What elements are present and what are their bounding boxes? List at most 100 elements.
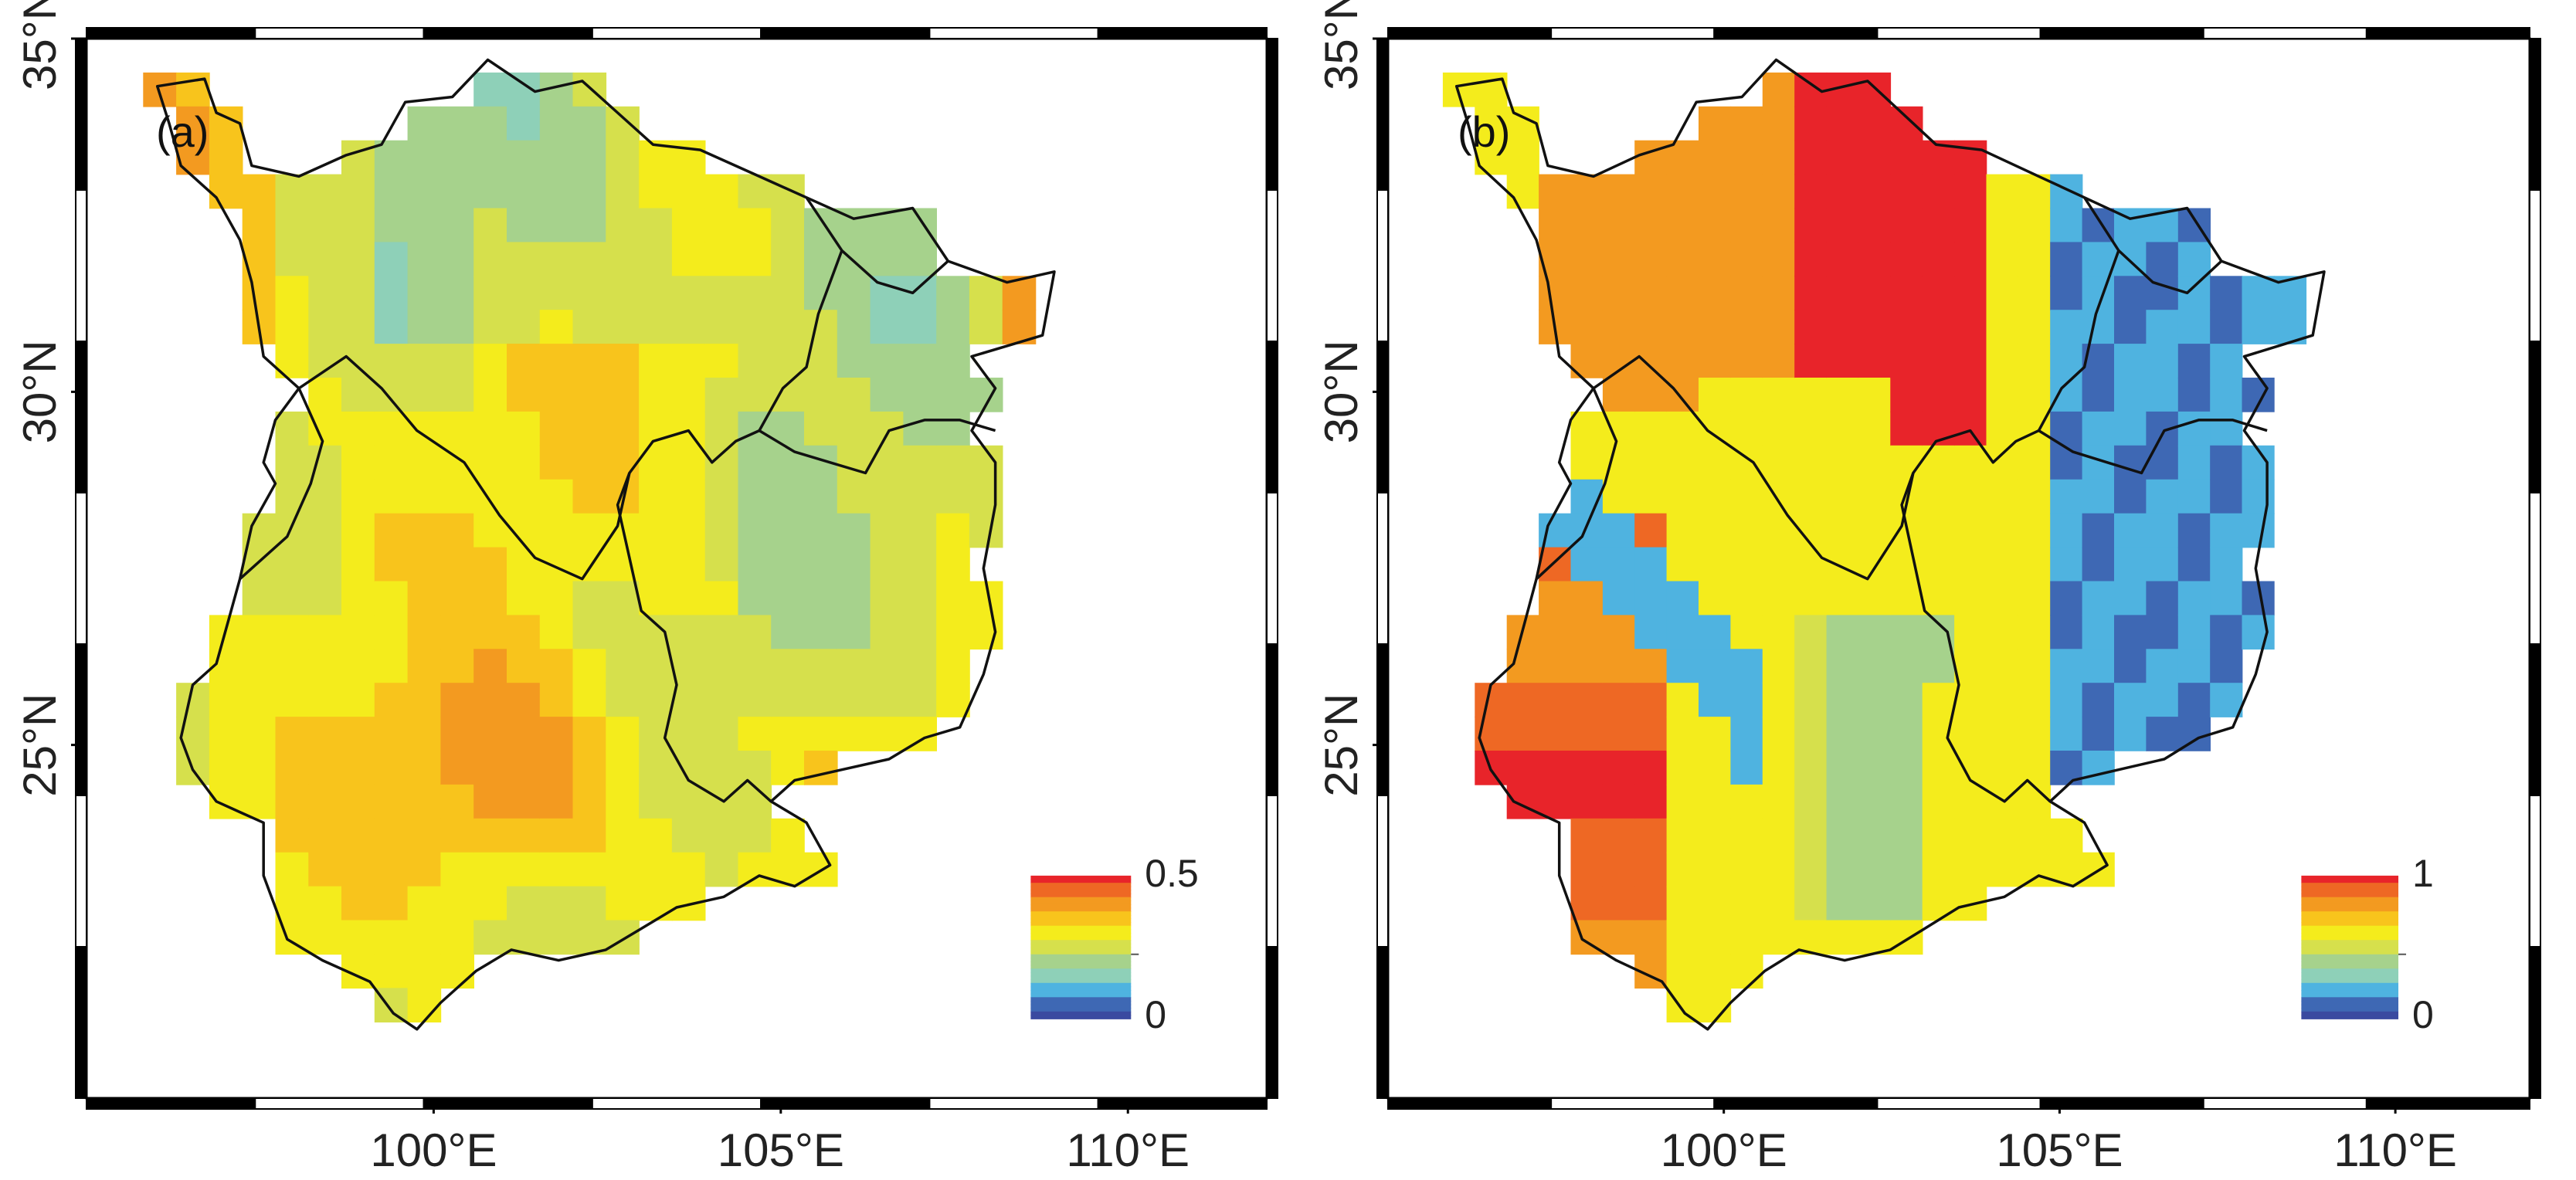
raster-cell xyxy=(572,513,607,548)
raster-cell xyxy=(870,445,904,480)
raster-cell xyxy=(1954,310,1987,344)
raster-cell xyxy=(2210,344,2243,378)
raster-cell xyxy=(704,242,739,277)
raster-cell xyxy=(2114,411,2147,446)
raster-cell xyxy=(1986,479,2019,514)
raster-cell xyxy=(2082,242,2115,277)
raster-cell xyxy=(440,208,474,243)
raster-cell xyxy=(639,445,673,480)
raster-cell xyxy=(572,106,607,141)
raster-cell xyxy=(275,818,310,853)
raster-cell xyxy=(837,445,871,480)
raster-cell xyxy=(539,784,574,819)
raster-cell xyxy=(308,344,342,378)
raster-cell xyxy=(771,479,805,514)
raster-cell xyxy=(639,242,673,277)
raster-cell xyxy=(1922,445,1955,480)
raster-cell xyxy=(2210,615,2243,650)
raster-cell xyxy=(1666,276,1699,310)
raster-cell xyxy=(1986,818,2019,853)
raster-cell xyxy=(341,174,375,209)
colorbar-max-label: 1 xyxy=(2412,852,2434,895)
frame-segment xyxy=(2529,795,2541,948)
raster-cell xyxy=(308,208,342,243)
raster-cell xyxy=(1986,378,2019,412)
raster-cell xyxy=(1539,276,1572,310)
raster-cell xyxy=(1762,547,1795,582)
raster-cell xyxy=(407,106,442,141)
raster-cell xyxy=(1890,920,1923,955)
raster-cell xyxy=(1922,242,1955,277)
raster-cell xyxy=(440,649,474,683)
raster-cell xyxy=(341,276,375,310)
raster-cell xyxy=(473,581,507,616)
raster-cell xyxy=(2146,479,2179,514)
raster-cell xyxy=(2114,310,2147,344)
raster-cell xyxy=(440,751,474,785)
raster-cell xyxy=(2114,581,2147,616)
raster-cell xyxy=(572,378,607,412)
raster-cell xyxy=(1570,683,1604,717)
raster-cell xyxy=(1570,242,1604,277)
raster-cell xyxy=(903,649,937,683)
colorbar-step xyxy=(2301,907,2399,912)
raster-cell xyxy=(1666,378,1699,412)
colorbar-step xyxy=(2301,968,2399,973)
colorbar-step xyxy=(2301,1008,2399,1012)
raster-cell xyxy=(1570,886,1604,921)
raster-cell xyxy=(837,378,871,412)
colorbar-step xyxy=(1030,982,1132,988)
raster-cell xyxy=(539,242,574,277)
frame-segment xyxy=(1387,27,1553,39)
colorbar-step xyxy=(2301,975,2399,980)
raster-cell xyxy=(1666,954,1699,989)
raster-cell xyxy=(1986,581,2019,616)
raster-cell xyxy=(308,751,342,785)
raster-cell xyxy=(606,174,640,209)
raster-cell xyxy=(1602,276,1636,310)
raster-cell xyxy=(1986,445,2019,480)
raster-cell xyxy=(341,784,375,819)
raster-cell xyxy=(606,140,640,175)
y-tick-label: 25°N xyxy=(1315,693,1367,797)
raster-cell xyxy=(440,513,474,548)
raster-cell xyxy=(374,852,409,887)
raster-cell xyxy=(539,717,574,751)
raster-cell xyxy=(374,208,409,243)
raster-cell xyxy=(2050,683,2083,717)
raster-cell xyxy=(1634,411,1668,446)
raster-cell xyxy=(1602,784,1636,819)
raster-cell xyxy=(1890,106,1923,141)
raster-cell xyxy=(1826,276,1859,310)
raster-cell xyxy=(1634,310,1668,344)
raster-cell xyxy=(374,581,409,616)
raster-cell xyxy=(1858,581,1892,616)
raster-cell xyxy=(1890,852,1923,887)
raster-cell xyxy=(2146,683,2179,717)
raster-cell xyxy=(2210,276,2243,310)
raster-cell xyxy=(275,276,310,310)
raster-cell xyxy=(341,310,375,344)
raster-cell xyxy=(1794,479,1828,514)
raster-cell xyxy=(507,784,541,819)
raster-cell xyxy=(903,683,937,717)
raster-cell xyxy=(407,683,442,717)
raster-cell xyxy=(308,649,342,683)
frame-segment xyxy=(2529,189,2541,342)
raster-cell xyxy=(2018,751,2052,785)
raster-cell xyxy=(572,886,607,921)
x-tick-label: 100°E xyxy=(370,1124,497,1176)
raster-cell xyxy=(738,547,772,582)
raster-cell xyxy=(671,717,706,751)
colorbar-step xyxy=(2301,890,2399,894)
raster-cell xyxy=(1666,581,1699,616)
raster-cell xyxy=(2018,445,2052,480)
raster-cell xyxy=(507,140,541,175)
raster-cell xyxy=(1858,310,1892,344)
raster-cell xyxy=(738,208,772,243)
raster-cell xyxy=(1922,208,1955,243)
raster-cell xyxy=(473,242,507,277)
raster-cell xyxy=(903,479,937,514)
raster-cell xyxy=(1666,513,1699,548)
raster-cell xyxy=(539,751,574,785)
